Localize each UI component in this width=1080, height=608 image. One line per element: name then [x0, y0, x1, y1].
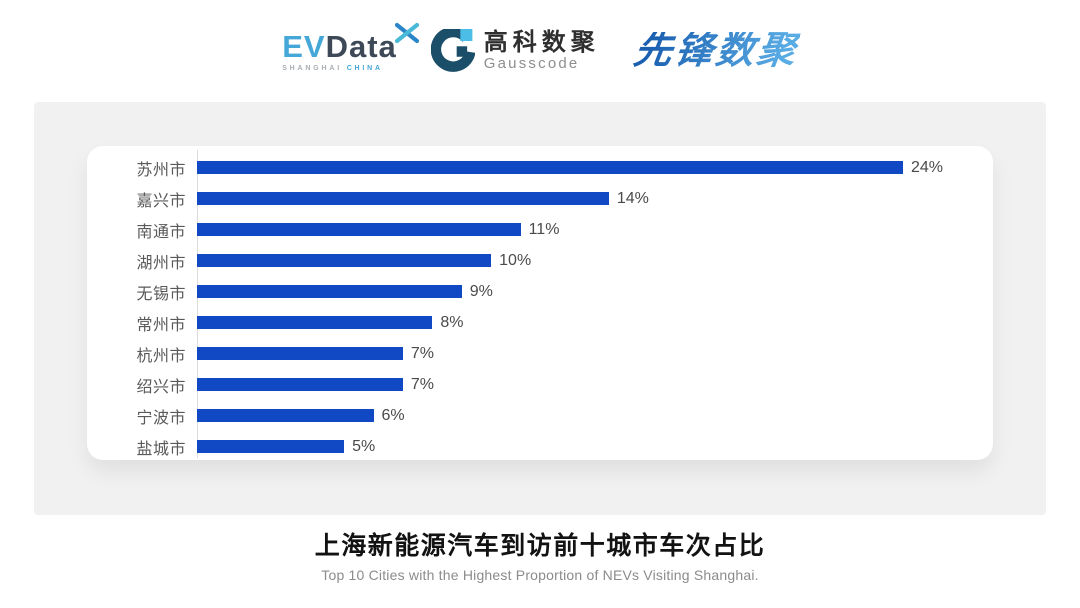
bar-value-label: 14%	[616, 189, 649, 207]
gausscode-logo: 高科数聚 Gausscode	[430, 28, 600, 73]
bar-row-label: 嘉兴市	[136, 192, 186, 210]
bar	[197, 285, 462, 298]
bar-track: 11%	[197, 221, 993, 239]
bar-row: 南通市 11%	[87, 214, 993, 245]
gausscode-text-block: 高科数聚 Gausscode	[483, 28, 600, 73]
bar-row: 苏州市 24%	[87, 152, 993, 183]
bar-row: 盐城市 5%	[87, 431, 993, 462]
bar	[197, 378, 403, 391]
bar-value-label: 7%	[410, 344, 435, 362]
gausscode-g-icon	[430, 29, 475, 72]
header-logo-row: EVData SHANGHAI CHINA 高科数聚 Gausscode	[0, 18, 1080, 84]
bar-row-label: 南通市	[136, 223, 186, 241]
bar-row-label: 杭州市	[136, 347, 186, 365]
bar	[197, 409, 374, 422]
bar	[197, 440, 345, 453]
bar-track: 7%	[197, 345, 993, 363]
gausscode-name-en: Gausscode	[483, 54, 580, 72]
bar-row: 杭州市 7%	[87, 338, 993, 369]
bar-row: 无锡市 9%	[87, 276, 993, 307]
bar-row: 湖州市 10%	[87, 245, 993, 276]
bar-track: 8%	[197, 314, 993, 332]
bar-row: 嘉兴市 14%	[87, 183, 993, 214]
bar-row-label: 湖州市	[136, 254, 186, 272]
evdata-tagline-shanghai: SHANGHAI	[282, 64, 342, 72]
bar-row-label: 无锡市	[136, 285, 186, 303]
bar-row: 绍兴市 7%	[87, 369, 993, 400]
bar-row-label: 宁波市	[136, 409, 186, 427]
bar	[197, 192, 609, 205]
bar-value-label: 9%	[469, 282, 493, 300]
bar-track: 6%	[197, 407, 993, 425]
bar-rows: 苏州市 24% 嘉兴市 14% 南通市 11% 湖州市 10% 无锡市 9%	[87, 152, 993, 462]
bar-value-label: 10%	[499, 251, 532, 269]
evdata-ev-text: EV	[282, 28, 326, 64]
evdata-tagline: SHANGHAI CHINA	[282, 65, 383, 72]
evdata-wordmark: EVData	[282, 22, 419, 64]
chart-title: 上海新能源汽车到访前十城市车次占比	[314, 532, 766, 560]
bar-track: 24%	[197, 159, 993, 177]
bar-value-label: 11%	[528, 220, 560, 238]
evdata-logo: EVData SHANGHAI CHINA	[282, 22, 419, 72]
bar-value-label: 7%	[410, 375, 435, 393]
bar	[197, 347, 403, 360]
gausscode-name-cn: 高科数聚	[483, 28, 600, 56]
bar-row-label: 苏州市	[136, 161, 186, 179]
bar-chart: 苏州市 24% 嘉兴市 14% 南通市 11% 湖州市 10% 无锡市 9%	[87, 152, 993, 462]
bar-value-label: 24%	[911, 158, 944, 176]
chart-card: 苏州市 24% 嘉兴市 14% 南通市 11% 湖州市 10% 无锡市 9%	[87, 146, 993, 460]
bar	[197, 161, 903, 174]
bar	[197, 254, 492, 267]
chart-subtitle: Top 10 Cities with the Highest Proportio…	[321, 567, 759, 583]
bar-row-label: 常州市	[136, 316, 186, 334]
evdata-x-icon	[394, 22, 419, 43]
bar-track: 5%	[197, 438, 993, 456]
footer-title-block: 上海新能源汽车到访前十城市车次占比 Top 10 Cities with the…	[0, 531, 1080, 583]
bar-value-label: 6%	[381, 406, 405, 424]
bar-row-label: 绍兴市	[136, 378, 186, 396]
bar-track: 7%	[197, 376, 993, 394]
bar-value-label: 8%	[440, 313, 464, 331]
bar-row-label: 盐城市	[136, 440, 186, 458]
bar-track: 10%	[197, 252, 993, 270]
bar-row: 常州市 8%	[87, 307, 993, 338]
bar-row: 宁波市 6%	[87, 400, 993, 431]
evdata-tagline-china: CHINA	[346, 64, 383, 72]
pioneer-data-logo: 先锋数聚	[630, 30, 801, 72]
evdata-data-text: Data	[325, 28, 397, 64]
bar-track: 14%	[197, 190, 993, 208]
y-axis-line	[197, 150, 198, 458]
bar	[197, 316, 433, 329]
bar	[197, 223, 521, 236]
bar-value-label: 5%	[352, 437, 376, 455]
bar-track: 9%	[197, 283, 993, 301]
